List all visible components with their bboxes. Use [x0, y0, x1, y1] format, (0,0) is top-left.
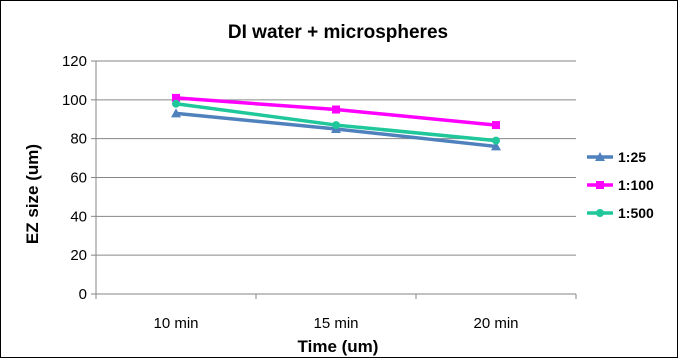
data-point: [332, 105, 340, 114]
x-axis-title: Time (um): [298, 337, 379, 356]
legend-marker: [596, 181, 604, 189]
data-point: [172, 93, 180, 102]
y-tick-label: 120: [62, 53, 87, 70]
data-point: [491, 141, 501, 151]
y-tick-label: 0: [79, 286, 87, 303]
data-point: [172, 99, 180, 108]
y-tick-label: 80: [70, 131, 87, 148]
axes: 0 20 40 60 80 100 120 10 min 15 min 20 min: [62, 53, 577, 332]
legend-entry: 1:100: [587, 177, 654, 193]
x-tick-label: 20 min: [473, 315, 518, 332]
x-tick-label: 10 min: [153, 315, 198, 332]
series-1:100: [172, 93, 500, 130]
y-tick-label: 40: [70, 208, 87, 225]
legend-label: 1:100: [618, 177, 654, 193]
chart-title: DI water + microspheres: [228, 22, 448, 43]
x-tick-label: 15 min: [313, 315, 358, 332]
data-point: [171, 108, 181, 118]
series-1:500: [172, 99, 500, 145]
data-point: [492, 136, 500, 145]
legend-label: 1:500: [618, 205, 654, 221]
y-tick-label: 60: [70, 170, 87, 187]
y-tick-label: 20: [70, 247, 87, 264]
legend: 1:25 1:100 1:500: [587, 149, 654, 221]
legend-marker: [596, 209, 604, 217]
legend-marker: [595, 152, 605, 161]
legend-entry: 1:500: [587, 205, 654, 221]
y-axis-title: EZ size (um): [23, 144, 42, 244]
series-group: [171, 93, 501, 151]
data-point: [492, 121, 500, 130]
data-point: [332, 121, 340, 130]
y-tick-label: 100: [62, 92, 87, 109]
legend-label: 1:25: [618, 149, 646, 165]
legend-entry: 1:25: [587, 149, 646, 165]
